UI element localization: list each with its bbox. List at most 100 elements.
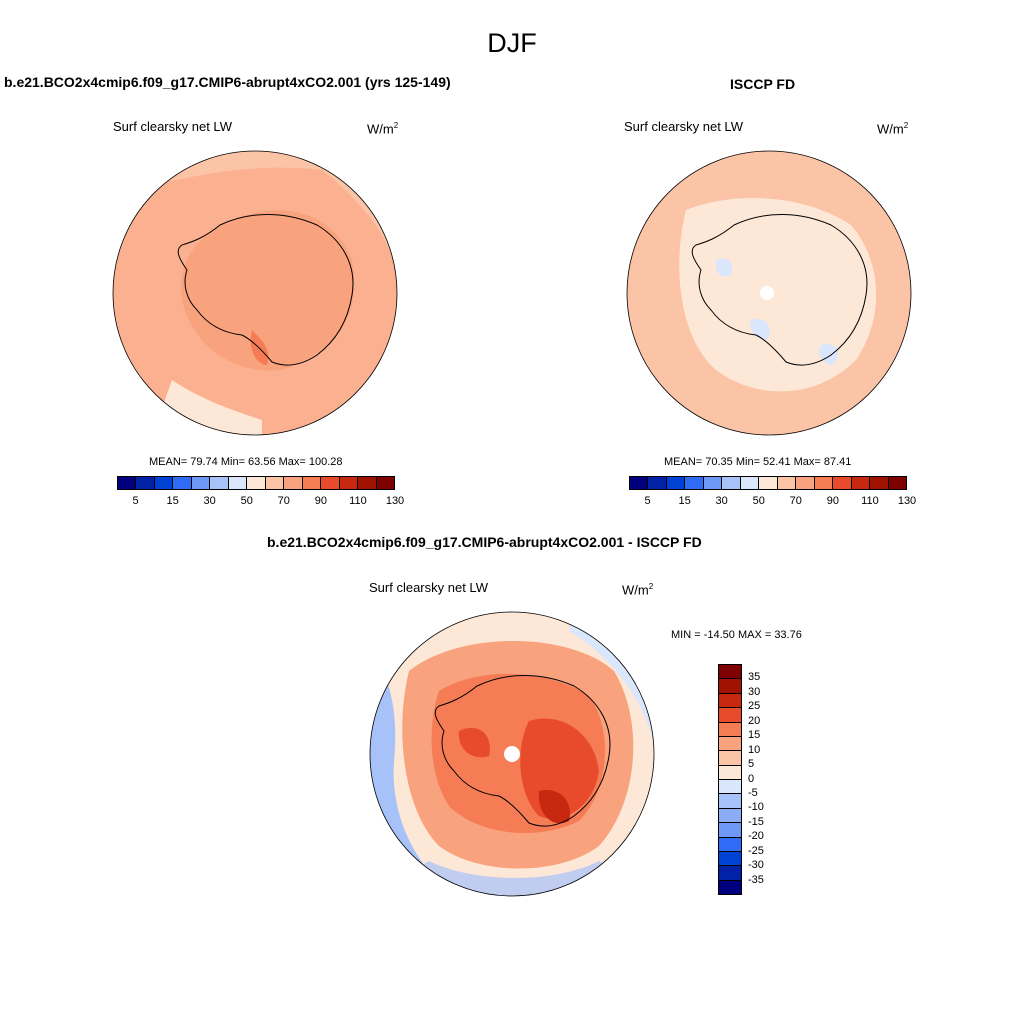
diff-colorbar-tick-label: 25 <box>748 700 761 713</box>
obs-colorbar-tick-label: 130 <box>897 495 917 507</box>
diff-colorbar-swatch-11 <box>719 823 741 838</box>
diff-colorbar-swatch-7 <box>719 765 741 780</box>
model-colorbar-swatch-2 <box>154 477 174 489</box>
obs-panel-units: W/m2 <box>877 121 909 137</box>
diff-colorbar-ticks: 35 30 25 20 15 10 5 0 -5 -10 -15 -20 -25 -30 -35 <box>748 664 788 895</box>
model-polar-map <box>112 150 398 436</box>
diff-colorbar-tick-label: -5 <box>748 786 758 799</box>
diff-colorbar-tick-label: 15 <box>748 729 761 742</box>
obs-colorbar <box>629 476 907 490</box>
obs-coastline <box>691 214 868 366</box>
diff-colorbar-swatch-10 <box>719 808 741 824</box>
model-colorbar <box>117 476 395 490</box>
diff-colorbar-tick-label: 5 <box>748 758 755 771</box>
obs-colorbar-swatch-6 <box>740 477 760 489</box>
model-colorbar-swatch-9 <box>284 477 303 489</box>
obs-colorbar-tick-label: 50 <box>752 495 765 507</box>
model-panel-subtitle: Surf clearsky net LW <box>113 119 232 134</box>
model-colorbar-ticks: 5 15 30 50 70 90 110 130 <box>117 495 404 509</box>
diff-colorbar-tick-label: 10 <box>748 743 761 756</box>
obs-colorbar-swatch-5 <box>722 477 741 489</box>
diff-colorbar-swatch-1 <box>719 679 741 694</box>
diff-coastline <box>434 675 611 827</box>
obs-colorbar-swatch-14 <box>888 477 907 489</box>
obs-colorbar-swatch-7 <box>759 477 778 489</box>
obs-colorbar-swatch-10 <box>814 477 834 489</box>
model-colorbar-tick-label: 70 <box>277 495 290 507</box>
diff-colorbar-swatch-13 <box>719 851 741 867</box>
model-panel-title: b.e21.BCO2x4cmip6.f09_g17.CMIP6-abrupt4x… <box>4 74 451 90</box>
obs-colorbar-swatch-8 <box>777 477 797 489</box>
diff-colorbar-swatch-5 <box>719 736 741 752</box>
model-colorbar-swatch-1 <box>136 477 155 489</box>
model-colorbar-swatch-6 <box>228 477 248 489</box>
diff-colorbar-swatch-2 <box>719 693 741 709</box>
diff-panel-units: W/m2 <box>622 582 654 598</box>
model-colorbar-swatch-3 <box>173 477 192 489</box>
obs-colorbar-tick-label: 30 <box>715 495 728 507</box>
obs-colorbar-tick-label: 110 <box>861 495 879 507</box>
model-colorbar-swatch-4 <box>191 477 211 489</box>
diff-colorbar-swatch-12 <box>719 837 741 852</box>
obs-colorbar-swatch-3 <box>685 477 704 489</box>
model-colorbar-tick-label: 5 <box>132 495 139 507</box>
diff-colorbar-swatch-0 <box>719 665 741 680</box>
obs-polar-map <box>626 150 912 436</box>
diff-colorbar-swatch-8 <box>719 780 741 795</box>
diff-colorbar-swatch-14 <box>719 866 741 881</box>
diff-colorbar-swatch-3 <box>719 708 741 723</box>
diff-colorbar-tick-label: 20 <box>748 714 761 727</box>
obs-colorbar-swatch-4 <box>703 477 723 489</box>
diff-colorbar-swatch-4 <box>719 722 741 737</box>
diff-colorbar <box>718 664 742 895</box>
obs-colorbar-tick-label: 5 <box>644 495 651 507</box>
diff-polar-map <box>369 611 655 897</box>
model-colorbar-tick-label: 130 <box>385 495 405 507</box>
model-coastline <box>177 214 354 366</box>
model-colorbar-tick-label: 30 <box>203 495 216 507</box>
obs-colorbar-swatch-1 <box>648 477 667 489</box>
model-colorbar-swatch-5 <box>210 477 229 489</box>
diff-colorbar-swatch-6 <box>719 751 741 766</box>
obs-colorbar-tick-label: 90 <box>826 495 839 507</box>
diff-colorbar-tick-label: -10 <box>748 801 764 814</box>
obs-panel-stats: MEAN= 70.35 Min= 52.41 Max= 87.41 <box>664 456 852 468</box>
diff-colorbar-tick-label: -35 <box>748 873 764 886</box>
obs-colorbar-tick-label: 70 <box>789 495 802 507</box>
model-colorbar-swatch-8 <box>265 477 285 489</box>
diff-panel-subtitle: Surf clearsky net LW <box>369 580 488 595</box>
diff-colorbar-tick-label: -25 <box>748 844 764 857</box>
diff-colorbar-tick-label: 0 <box>748 772 755 785</box>
model-colorbar-swatch-10 <box>302 477 322 489</box>
obs-panel-subtitle: Surf clearsky net LW <box>624 119 743 134</box>
obs-panel-title: ISCCP FD <box>730 76 796 92</box>
diff-panel-title: b.e21.BCO2x4cmip6.f09_g17.CMIP6-abrupt4x… <box>267 534 702 550</box>
model-colorbar-swatch-12 <box>339 477 359 489</box>
diff-colorbar-tick-label: -20 <box>748 830 764 843</box>
model-colorbar-swatch-0 <box>118 477 137 489</box>
model-colorbar-tick-label: 90 <box>314 495 327 507</box>
diff-colorbar-tick-label: -30 <box>748 859 764 872</box>
model-colorbar-tick-label: 110 <box>349 495 367 507</box>
model-colorbar-swatch-11 <box>321 477 340 489</box>
model-colorbar-tick-label: 50 <box>240 495 253 507</box>
obs-colorbar-swatch-13 <box>870 477 889 489</box>
diff-colorbar-swatch-15 <box>719 880 741 894</box>
obs-colorbar-tick-label: 15 <box>678 495 691 507</box>
season-title: DJF <box>487 28 537 58</box>
obs-colorbar-swatch-0 <box>630 477 649 489</box>
obs-colorbar-swatch-9 <box>796 477 815 489</box>
obs-colorbar-swatch-2 <box>666 477 686 489</box>
model-panel-units: W/m2 <box>367 121 399 137</box>
obs-colorbar-ticks: 5 15 30 50 70 90 110 130 <box>629 495 916 509</box>
model-colorbar-swatch-14 <box>376 477 395 489</box>
model-panel-stats: MEAN= 79.74 Min= 63.56 Max= 100.28 <box>149 456 343 468</box>
obs-colorbar-swatch-12 <box>851 477 871 489</box>
model-colorbar-swatch-7 <box>247 477 266 489</box>
diff-colorbar-tick-label: 30 <box>748 685 761 698</box>
diff-colorbar-swatch-9 <box>719 794 741 809</box>
diff-colorbar-tick-label: 35 <box>748 671 761 684</box>
obs-colorbar-swatch-11 <box>833 477 852 489</box>
diff-panel-stats: MIN = -14.50 MAX = 33.76 <box>671 629 802 641</box>
diff-colorbar-tick-label: -15 <box>748 815 764 828</box>
